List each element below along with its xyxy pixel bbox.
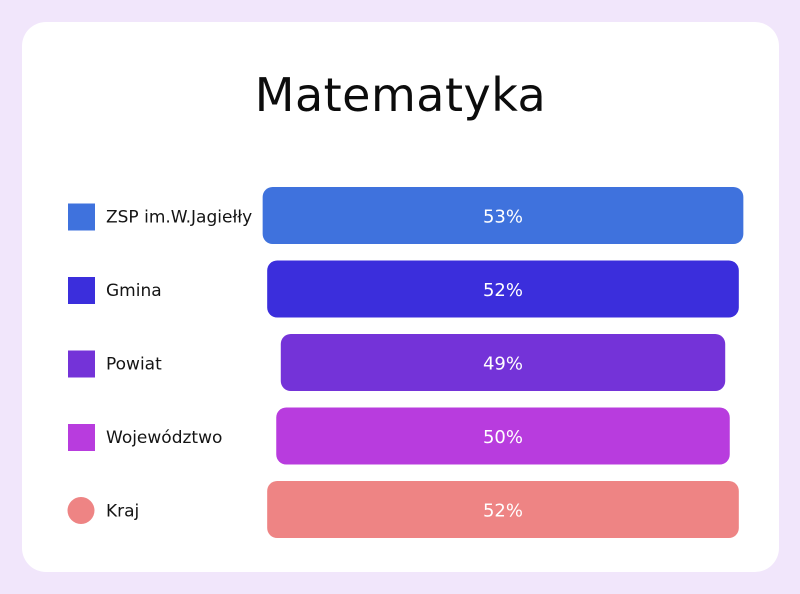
legend-label: Kraj — [106, 502, 139, 522]
legend-marker — [68, 424, 95, 451]
bar — [280, 334, 726, 391]
legend-label: ZSP im.W.Jagiełły — [106, 208, 252, 228]
bar — [267, 481, 739, 538]
bar-value-label: 52% — [483, 280, 523, 301]
legend-label: Powiat — [106, 355, 162, 375]
bar-value-label: 50% — [483, 427, 523, 448]
bar-value-label: 53% — [483, 207, 523, 228]
legend-label: Gmina — [106, 281, 162, 301]
bar-value-label: 52% — [483, 501, 523, 522]
legend-marker — [68, 277, 95, 304]
legend-marker — [68, 350, 95, 378]
legend-marker — [67, 497, 95, 524]
bar — [267, 260, 739, 318]
bar — [262, 187, 744, 244]
legend-marker — [68, 203, 95, 231]
bar-value-label: 49% — [483, 354, 523, 375]
legend-label: Województwo — [106, 428, 222, 448]
chart-title: Matematyka — [254, 68, 547, 122]
bar — [276, 407, 730, 465]
